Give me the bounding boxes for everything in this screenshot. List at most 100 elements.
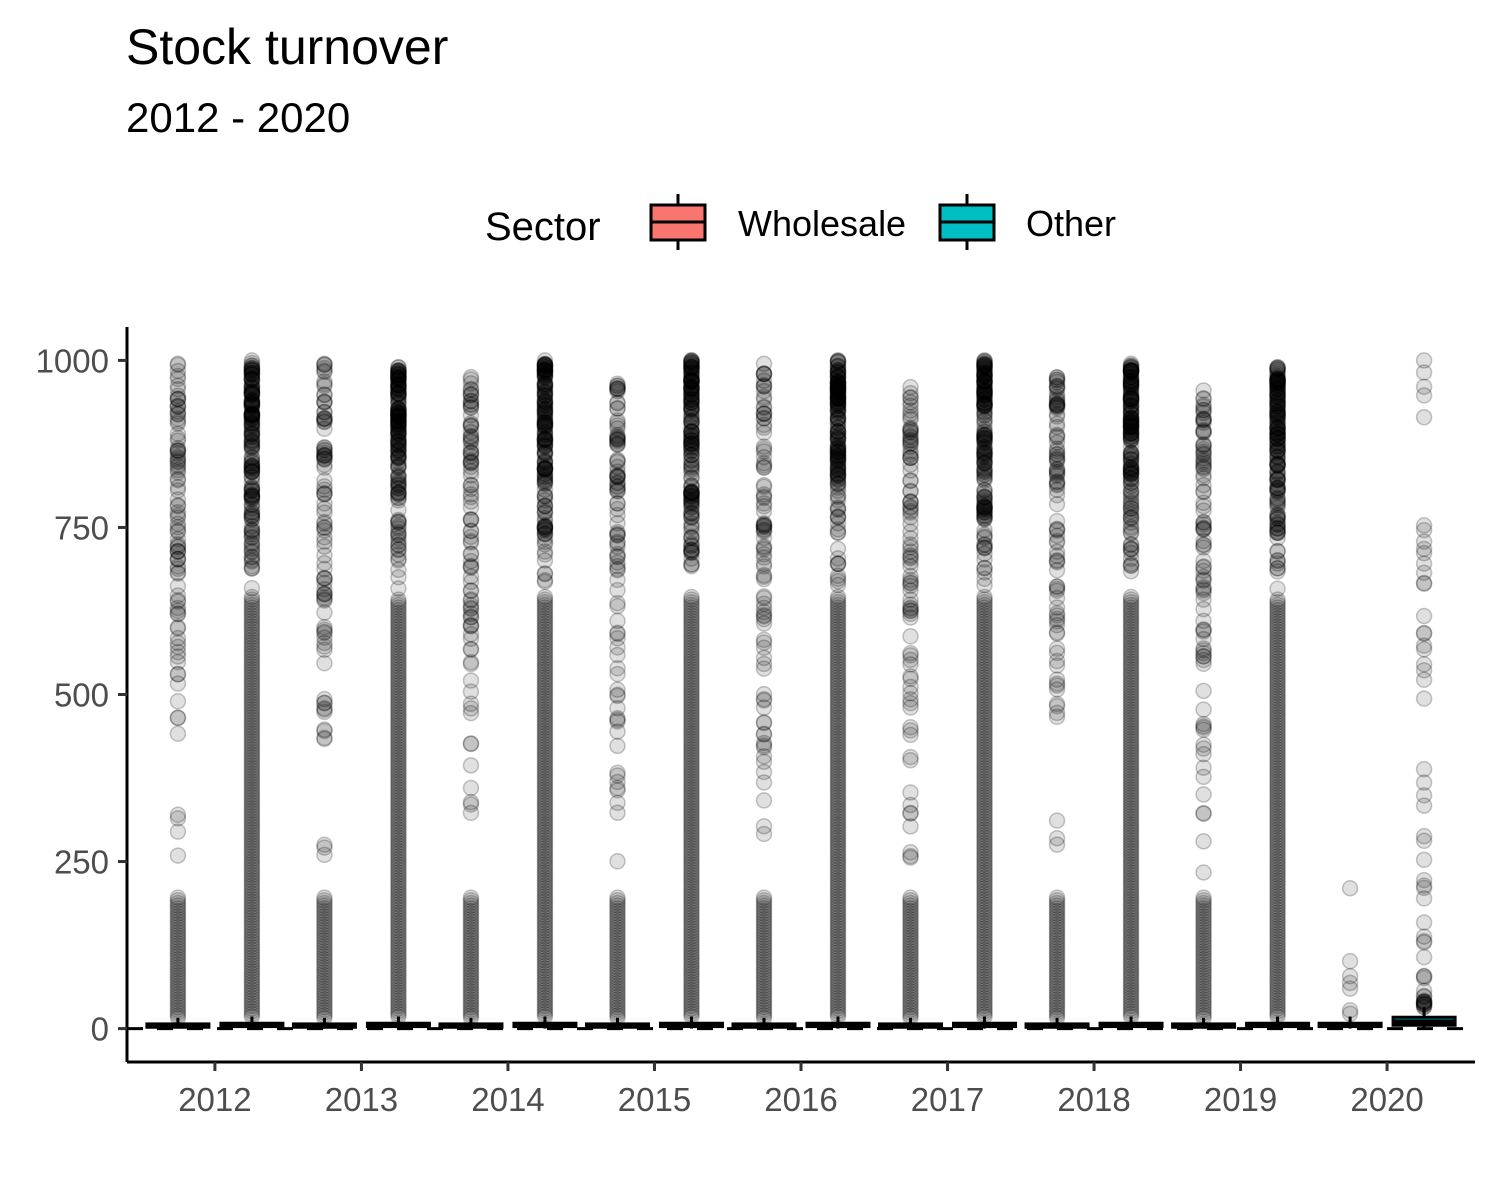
outlier-point <box>390 550 407 568</box>
outlier-point <box>609 681 626 698</box>
outlier-point <box>169 823 187 840</box>
outlier-point <box>462 929 480 946</box>
outlier-point <box>609 625 626 643</box>
outlier-point <box>316 961 333 979</box>
outlier-point <box>609 629 626 647</box>
outlier-point <box>609 988 626 1005</box>
outlier-point <box>390 580 407 597</box>
outlier-point <box>755 655 773 673</box>
outlier-point <box>169 908 187 925</box>
outlier-point <box>169 370 187 388</box>
outlier-point <box>1195 786 1212 803</box>
outlier-point <box>902 889 919 906</box>
outlier-point <box>169 542 187 560</box>
outlier-point <box>609 463 626 480</box>
outlier-point <box>609 804 626 822</box>
outlier-point <box>755 948 773 965</box>
outlier-point <box>609 686 626 704</box>
outlier-point <box>462 443 480 461</box>
outlier-point <box>316 641 333 659</box>
outlier-point <box>169 961 187 979</box>
outlier-point <box>169 491 187 508</box>
outlier-point <box>609 400 626 417</box>
outlier-point <box>316 485 333 503</box>
outlier-point <box>829 479 847 496</box>
outlier-point <box>169 405 187 423</box>
outlier-point <box>169 362 187 380</box>
outlier-point <box>462 392 480 410</box>
outlier-point <box>609 713 626 730</box>
outlier-point <box>755 985 773 1003</box>
outlier-point <box>169 452 187 470</box>
outlier-point <box>169 950 187 968</box>
outlier-point <box>462 902 480 920</box>
outlier-point <box>755 900 773 917</box>
outlier-point <box>755 910 773 928</box>
outlier-point <box>755 825 773 843</box>
outlier-point <box>462 444 480 461</box>
outlier-point <box>316 356 333 374</box>
outlier-point <box>1195 833 1212 850</box>
outlier-point <box>316 902 333 920</box>
outlier-point <box>755 902 773 920</box>
outlier-point <box>316 570 333 587</box>
outlier-point <box>755 958 773 976</box>
outlier-point <box>316 441 333 458</box>
outlier-point <box>316 569 333 587</box>
outlier-point <box>316 529 333 546</box>
outlier-point <box>316 591 333 608</box>
outlier-point <box>462 432 480 449</box>
outlier-point <box>169 381 187 398</box>
outlier-point <box>390 447 407 464</box>
outlier-point <box>609 417 626 434</box>
outlier-point <box>609 379 626 397</box>
outlier-point <box>462 654 480 671</box>
outlier-point <box>609 431 626 449</box>
outlier-point <box>169 902 187 920</box>
outlier-point <box>609 430 626 448</box>
outlier-point <box>462 990 480 1008</box>
box-other-2014 <box>512 352 578 1029</box>
outlier-point <box>462 545 480 563</box>
outlier-point <box>609 431 626 448</box>
outlier-point <box>609 794 626 812</box>
outlier-point <box>316 546 333 564</box>
outlier-point <box>1415 914 1433 931</box>
outlier-point <box>169 918 187 936</box>
outlier-point <box>755 988 773 1005</box>
outlier-point <box>829 394 847 412</box>
outlier-point <box>462 545 480 563</box>
outlier-point <box>316 403 333 421</box>
outlier-point <box>316 500 333 518</box>
outlier-point <box>169 620 187 637</box>
outlier-point <box>169 456 187 474</box>
outlier-point <box>316 420 333 438</box>
outlier-point <box>609 711 626 729</box>
outlier-point <box>316 982 333 1000</box>
outlier-point <box>316 377 333 395</box>
outlier-point <box>976 439 993 457</box>
outlier-point <box>169 530 187 548</box>
outlier-point <box>316 900 333 917</box>
outlier-point <box>316 905 333 922</box>
outlier-point <box>169 560 187 578</box>
outlier-point <box>829 509 847 526</box>
outlier-point <box>316 519 333 537</box>
outlier-point <box>755 606 773 624</box>
outlier-point <box>316 444 333 461</box>
outlier-point <box>609 481 626 498</box>
outlier-point <box>755 714 773 731</box>
outlier-point <box>462 417 480 434</box>
outlier-point <box>1269 389 1286 406</box>
outlier-point <box>1415 797 1433 814</box>
outlier-point <box>755 918 773 936</box>
outlier-point <box>390 520 407 537</box>
outlier-point <box>462 568 480 585</box>
outlier-point <box>462 573 480 591</box>
outlier-point <box>462 430 480 448</box>
outlier-point <box>169 496 187 514</box>
outlier-point <box>462 454 480 472</box>
outlier-point <box>609 961 626 979</box>
outlier-point <box>829 352 847 369</box>
outlier-point <box>169 482 187 499</box>
